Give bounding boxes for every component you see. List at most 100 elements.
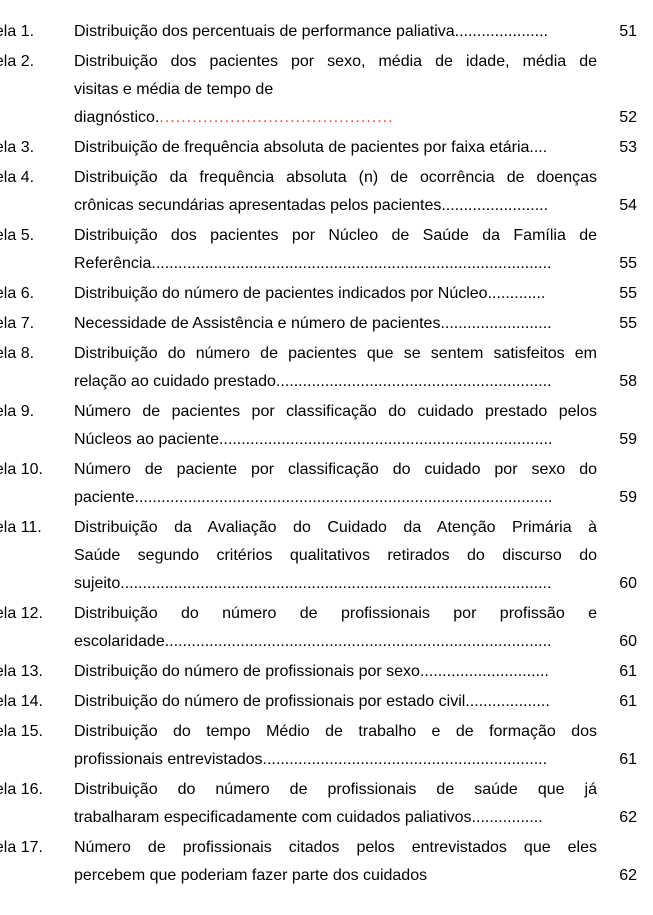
row-description: Número de profissionais citados pelos en… <box>74 834 605 890</box>
toc-row: bela 2.Distribuição dos pacientes por se… <box>0 48 637 132</box>
row-description: Distribuição dos percentuais de performa… <box>74 18 605 46</box>
description-line: crônicas secundárias apresentadas pelos … <box>74 192 597 220</box>
description-line: Distribuição do número de pacientes indi… <box>74 280 597 308</box>
description-line: Distribuição dos percentuais de performa… <box>74 18 597 46</box>
row-description: Distribuição da frequência absoluta (n) … <box>74 164 605 220</box>
row-label: bela 8. <box>0 340 74 368</box>
row-description: Distribuição dos pacientes por sexo, méd… <box>74 48 605 132</box>
row-description: Número de pacientes por classificação do… <box>74 398 605 454</box>
row-description: Número de paciente por classificação do … <box>74 456 605 512</box>
leader-dots: ........................................… <box>159 109 393 126</box>
description-line: relação ao cuidado prestado.............… <box>74 368 597 396</box>
description-line: Distribuição do número de profissionais … <box>74 658 597 686</box>
row-label: bela 14. <box>0 688 74 716</box>
description-line: Número de pacientes por classificação do… <box>74 398 597 426</box>
toc-row: bela 3.Distribuição de frequência absolu… <box>0 134 637 162</box>
toc-row: bela 8.Distribuição do número de pacient… <box>0 340 637 396</box>
row-page-number: 55 <box>605 250 637 278</box>
row-page-number: 59 <box>605 426 637 454</box>
description-line: profissionais entrevistados.............… <box>74 746 597 774</box>
row-label: bela 9. <box>0 398 74 426</box>
row-page-number: 60 <box>605 628 637 656</box>
description-line: Distribuição dos pacientes por Núcleo de… <box>74 222 597 250</box>
row-label: bela 5. <box>0 222 74 250</box>
toc-row: bela 15.Distribuição do tempo Médio de t… <box>0 718 637 774</box>
description-line: Distribuição do número de profissionais … <box>74 688 597 716</box>
row-description: Distribuição dos pacientes por Núcleo de… <box>74 222 605 278</box>
row-page-number: 52 <box>605 104 637 132</box>
toc-row: bela 12.Distribuição do número de profis… <box>0 600 637 656</box>
description-line: Necessidade de Assistência e número de p… <box>74 310 597 338</box>
row-description: Distribuição do número de profissionais … <box>74 658 605 686</box>
row-page-number: 62 <box>605 862 637 890</box>
row-label: bela 12. <box>0 600 74 628</box>
description-line: Referência..............................… <box>74 250 597 278</box>
row-label: bela 11. <box>0 514 74 542</box>
toc-row: bela 13.Distribuição do número de profis… <box>0 658 637 686</box>
row-label: bela 3. <box>0 134 74 162</box>
description-line: Número de profissionais citados pelos en… <box>74 834 597 862</box>
row-page-number: 58 <box>605 368 637 396</box>
row-page-number: 54 <box>605 192 637 220</box>
row-label: bela 15. <box>0 718 74 746</box>
row-label: bela 13. <box>0 658 74 686</box>
row-label: bela 1. <box>0 18 74 46</box>
row-label: bela 6. <box>0 280 74 308</box>
description-line: escolaridade............................… <box>74 628 597 656</box>
toc-page: bela 1.Distribuição dos percentuais de p… <box>0 0 653 915</box>
description-line: Distribuição da Avaliação do Cuidado da … <box>74 514 597 542</box>
row-description: Distribuição do número de profissionais … <box>74 688 605 716</box>
toc-row: bela 14.Distribuição do número de profis… <box>0 688 637 716</box>
row-label: bela 16. <box>0 776 74 804</box>
description-line: sujeito.................................… <box>74 570 597 598</box>
description-line: visitas e média de tempo de diagnóstico.… <box>74 76 597 132</box>
row-label: bela 2. <box>0 48 74 76</box>
description-line: Distribuição da frequência absoluta (n) … <box>74 164 597 192</box>
row-page-number: 55 <box>605 280 637 308</box>
description-line: percebem que poderiam fazer parte dos cu… <box>74 862 597 890</box>
row-page-number: 60 <box>605 570 637 598</box>
description-line: Distribuição dos pacientes por sexo, méd… <box>74 48 597 76</box>
toc-row: bela 17.Número de profissionais citados … <box>0 834 637 890</box>
toc-row: bela 10.Número de paciente por classific… <box>0 456 637 512</box>
toc-row: bela 7.Necessidade de Assistência e núme… <box>0 310 637 338</box>
row-label: bela 4. <box>0 164 74 192</box>
toc-row: bela 16.Distribuição do número de profis… <box>0 776 637 832</box>
row-page-number: 62 <box>605 804 637 832</box>
row-page-number: 55 <box>605 310 637 338</box>
description-line: Número de paciente por classificação do … <box>74 456 597 484</box>
toc-rows: bela 1.Distribuição dos percentuais de p… <box>0 18 637 890</box>
row-page-number: 61 <box>605 658 637 686</box>
row-description: Distribuição de frequência absoluta de p… <box>74 134 605 162</box>
description-line: paciente................................… <box>74 484 597 512</box>
row-page-number: 53 <box>605 134 637 162</box>
row-description: Necessidade de Assistência e número de p… <box>74 310 605 338</box>
row-description: Distribuição do número de profissionais … <box>74 776 605 832</box>
description-line: Saúde segundo critérios qualitativos ret… <box>74 542 597 570</box>
toc-row: bela 4.Distribuição da frequência absolu… <box>0 164 637 220</box>
toc-row: bela 1.Distribuição dos percentuais de p… <box>0 18 637 46</box>
toc-row: bela 5.Distribuição dos pacientes por Nú… <box>0 222 637 278</box>
description-line: Distribuição do tempo Médio de trabalho … <box>74 718 597 746</box>
row-label: bela 10. <box>0 456 74 484</box>
row-label: bela 7. <box>0 310 74 338</box>
row-description: Distribuição do número de pacientes indi… <box>74 280 605 308</box>
description-line: Distribuição do número de profissionais … <box>74 600 597 628</box>
row-description: Distribuição da Avaliação do Cuidado da … <box>74 514 605 598</box>
description-line: Distribuição do número de pacientes que … <box>74 340 597 368</box>
row-page-number: 51 <box>605 18 637 46</box>
toc-row: bela 6.Distribuição do número de pacient… <box>0 280 637 308</box>
row-page-number: 61 <box>605 746 637 774</box>
row-page-number: 59 <box>605 484 637 512</box>
description-line: Distribuição de frequência absoluta de p… <box>74 134 597 162</box>
description-line: Núcleos ao paciente.....................… <box>74 426 597 454</box>
row-description: Distribuição do tempo Médio de trabalho … <box>74 718 605 774</box>
description-line: trabalharam especificadamente com cuidad… <box>74 804 597 832</box>
toc-row: bela 9.Número de pacientes por classific… <box>0 398 637 454</box>
toc-row: bela 11.Distribuição da Avaliação do Cui… <box>0 514 637 598</box>
row-description: Distribuição do número de pacientes que … <box>74 340 605 396</box>
row-description: Distribuição do número de profissionais … <box>74 600 605 656</box>
row-label: bela 17. <box>0 834 74 862</box>
description-line: Distribuição do número de profissionais … <box>74 776 597 804</box>
row-page-number: 61 <box>605 688 637 716</box>
